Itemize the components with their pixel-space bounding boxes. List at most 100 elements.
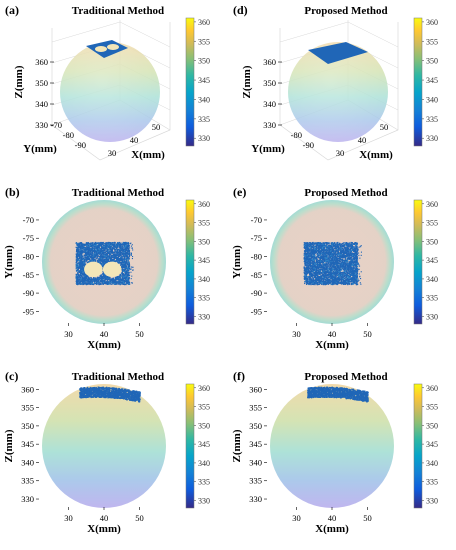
point-cloud-point xyxy=(125,245,127,247)
point-cloud-point xyxy=(123,267,125,269)
point-cloud-point xyxy=(326,250,328,253)
point-cloud-point xyxy=(111,242,114,244)
point-cloud-point xyxy=(114,249,116,251)
point-cloud-point xyxy=(93,245,96,248)
point-cloud-point xyxy=(78,245,80,247)
point-cloud-point xyxy=(99,256,101,259)
point-cloud-point xyxy=(316,254,318,256)
point-cloud-point xyxy=(76,249,78,251)
point-cloud-point xyxy=(76,254,78,256)
point-cloud-point xyxy=(81,273,83,275)
point-cloud-point xyxy=(121,283,123,285)
point-cloud-point xyxy=(345,263,348,265)
point-cloud-point xyxy=(103,242,105,244)
point-cloud-point xyxy=(334,269,336,271)
point-cloud-point xyxy=(101,243,104,246)
point-cloud-point xyxy=(76,242,78,245)
point-cloud-point xyxy=(330,255,332,258)
panel-label: (a) xyxy=(5,3,19,17)
point-cloud-point xyxy=(77,281,79,283)
point-cloud-point xyxy=(102,254,105,256)
point-cloud-point xyxy=(109,280,111,282)
point-cloud-point xyxy=(86,279,89,281)
point-cloud-point xyxy=(114,251,116,254)
point-cloud-point xyxy=(94,249,96,252)
point-cloud-point xyxy=(100,251,102,253)
point-cloud-point xyxy=(307,256,309,258)
point-cloud-point xyxy=(116,259,118,261)
point-cloud-point xyxy=(304,281,306,283)
point-cloud-point xyxy=(309,242,312,244)
point-cloud-point xyxy=(342,283,345,285)
point-cloud-point xyxy=(87,255,89,258)
point-cloud-point xyxy=(86,254,89,256)
point-cloud-point xyxy=(82,262,84,264)
point-cloud-point xyxy=(110,260,113,262)
point-cloud-point xyxy=(307,260,309,262)
point-cloud-point xyxy=(124,274,126,276)
point-cloud-point xyxy=(88,253,90,256)
point-cloud-point xyxy=(78,280,80,282)
point-cloud-point xyxy=(76,256,78,258)
point-cloud-point xyxy=(122,265,125,267)
point-cloud-point xyxy=(117,277,119,279)
point-cloud-point xyxy=(125,244,128,246)
point-cloud-point xyxy=(82,268,85,270)
point-cloud-point xyxy=(125,274,127,277)
point-cloud-point xyxy=(92,260,94,262)
point-cloud-point xyxy=(80,279,82,281)
point-cloud-point xyxy=(119,274,121,277)
point-cloud-point xyxy=(316,275,318,278)
point-cloud-point xyxy=(328,264,330,266)
point-cloud-point xyxy=(124,247,126,249)
point-cloud-point xyxy=(75,265,77,268)
point-cloud-point xyxy=(122,282,124,284)
point-cloud-point xyxy=(126,259,129,261)
point-cloud-point xyxy=(306,283,308,285)
point-cloud-point xyxy=(124,267,126,269)
point-cloud-point xyxy=(83,276,86,278)
point-cloud-point xyxy=(350,243,353,246)
point-cloud-point xyxy=(97,280,99,282)
point-cloud-point xyxy=(309,281,311,283)
point-cloud-point xyxy=(112,259,114,261)
point-cloud-point xyxy=(91,283,93,285)
point-cloud-point xyxy=(115,254,117,257)
point-cloud-point xyxy=(90,244,93,247)
point-cloud-point xyxy=(124,246,126,248)
point-cloud-point xyxy=(353,263,355,265)
point-cloud-point xyxy=(119,247,121,250)
point-cloud-point xyxy=(78,244,81,247)
point-cloud-point xyxy=(128,283,130,285)
point-cloud-point xyxy=(123,251,125,253)
point-cloud-point xyxy=(95,281,98,283)
point-cloud-point xyxy=(102,260,104,262)
point-cloud-point xyxy=(125,277,127,280)
point-cloud-point xyxy=(92,259,94,261)
colorbar-tick-label: 330 xyxy=(426,134,438,143)
point-cloud-point xyxy=(108,279,111,281)
point-cloud-point xyxy=(78,247,81,249)
point-cloud-point xyxy=(98,242,100,244)
point-cloud-point xyxy=(98,242,100,245)
point-cloud-point xyxy=(105,278,108,280)
point-cloud-point xyxy=(340,247,342,250)
point-cloud-point xyxy=(308,243,311,246)
point-cloud-point xyxy=(100,252,102,255)
point-cloud-point xyxy=(307,252,309,254)
point-cloud-point xyxy=(102,256,105,258)
point-cloud-point xyxy=(77,260,79,262)
point-cloud-point xyxy=(125,283,127,286)
point-cloud-point xyxy=(121,245,124,247)
point-cloud-point xyxy=(312,269,314,272)
point-cloud-point xyxy=(128,272,130,274)
point-cloud-point xyxy=(344,247,346,250)
point-cloud-point xyxy=(117,283,119,285)
point-cloud-point xyxy=(86,276,88,278)
point-cloud-point xyxy=(315,270,317,272)
point-cloud-point xyxy=(118,243,120,245)
point-cloud-point xyxy=(97,278,99,280)
point-cloud-point xyxy=(126,274,129,276)
point-cloud-point xyxy=(85,279,87,281)
point-cloud-point xyxy=(101,262,103,264)
